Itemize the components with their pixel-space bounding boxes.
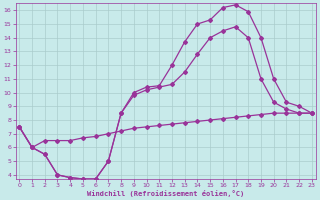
X-axis label: Windchill (Refroidissement éolien,°C): Windchill (Refroidissement éolien,°C)	[87, 190, 244, 197]
